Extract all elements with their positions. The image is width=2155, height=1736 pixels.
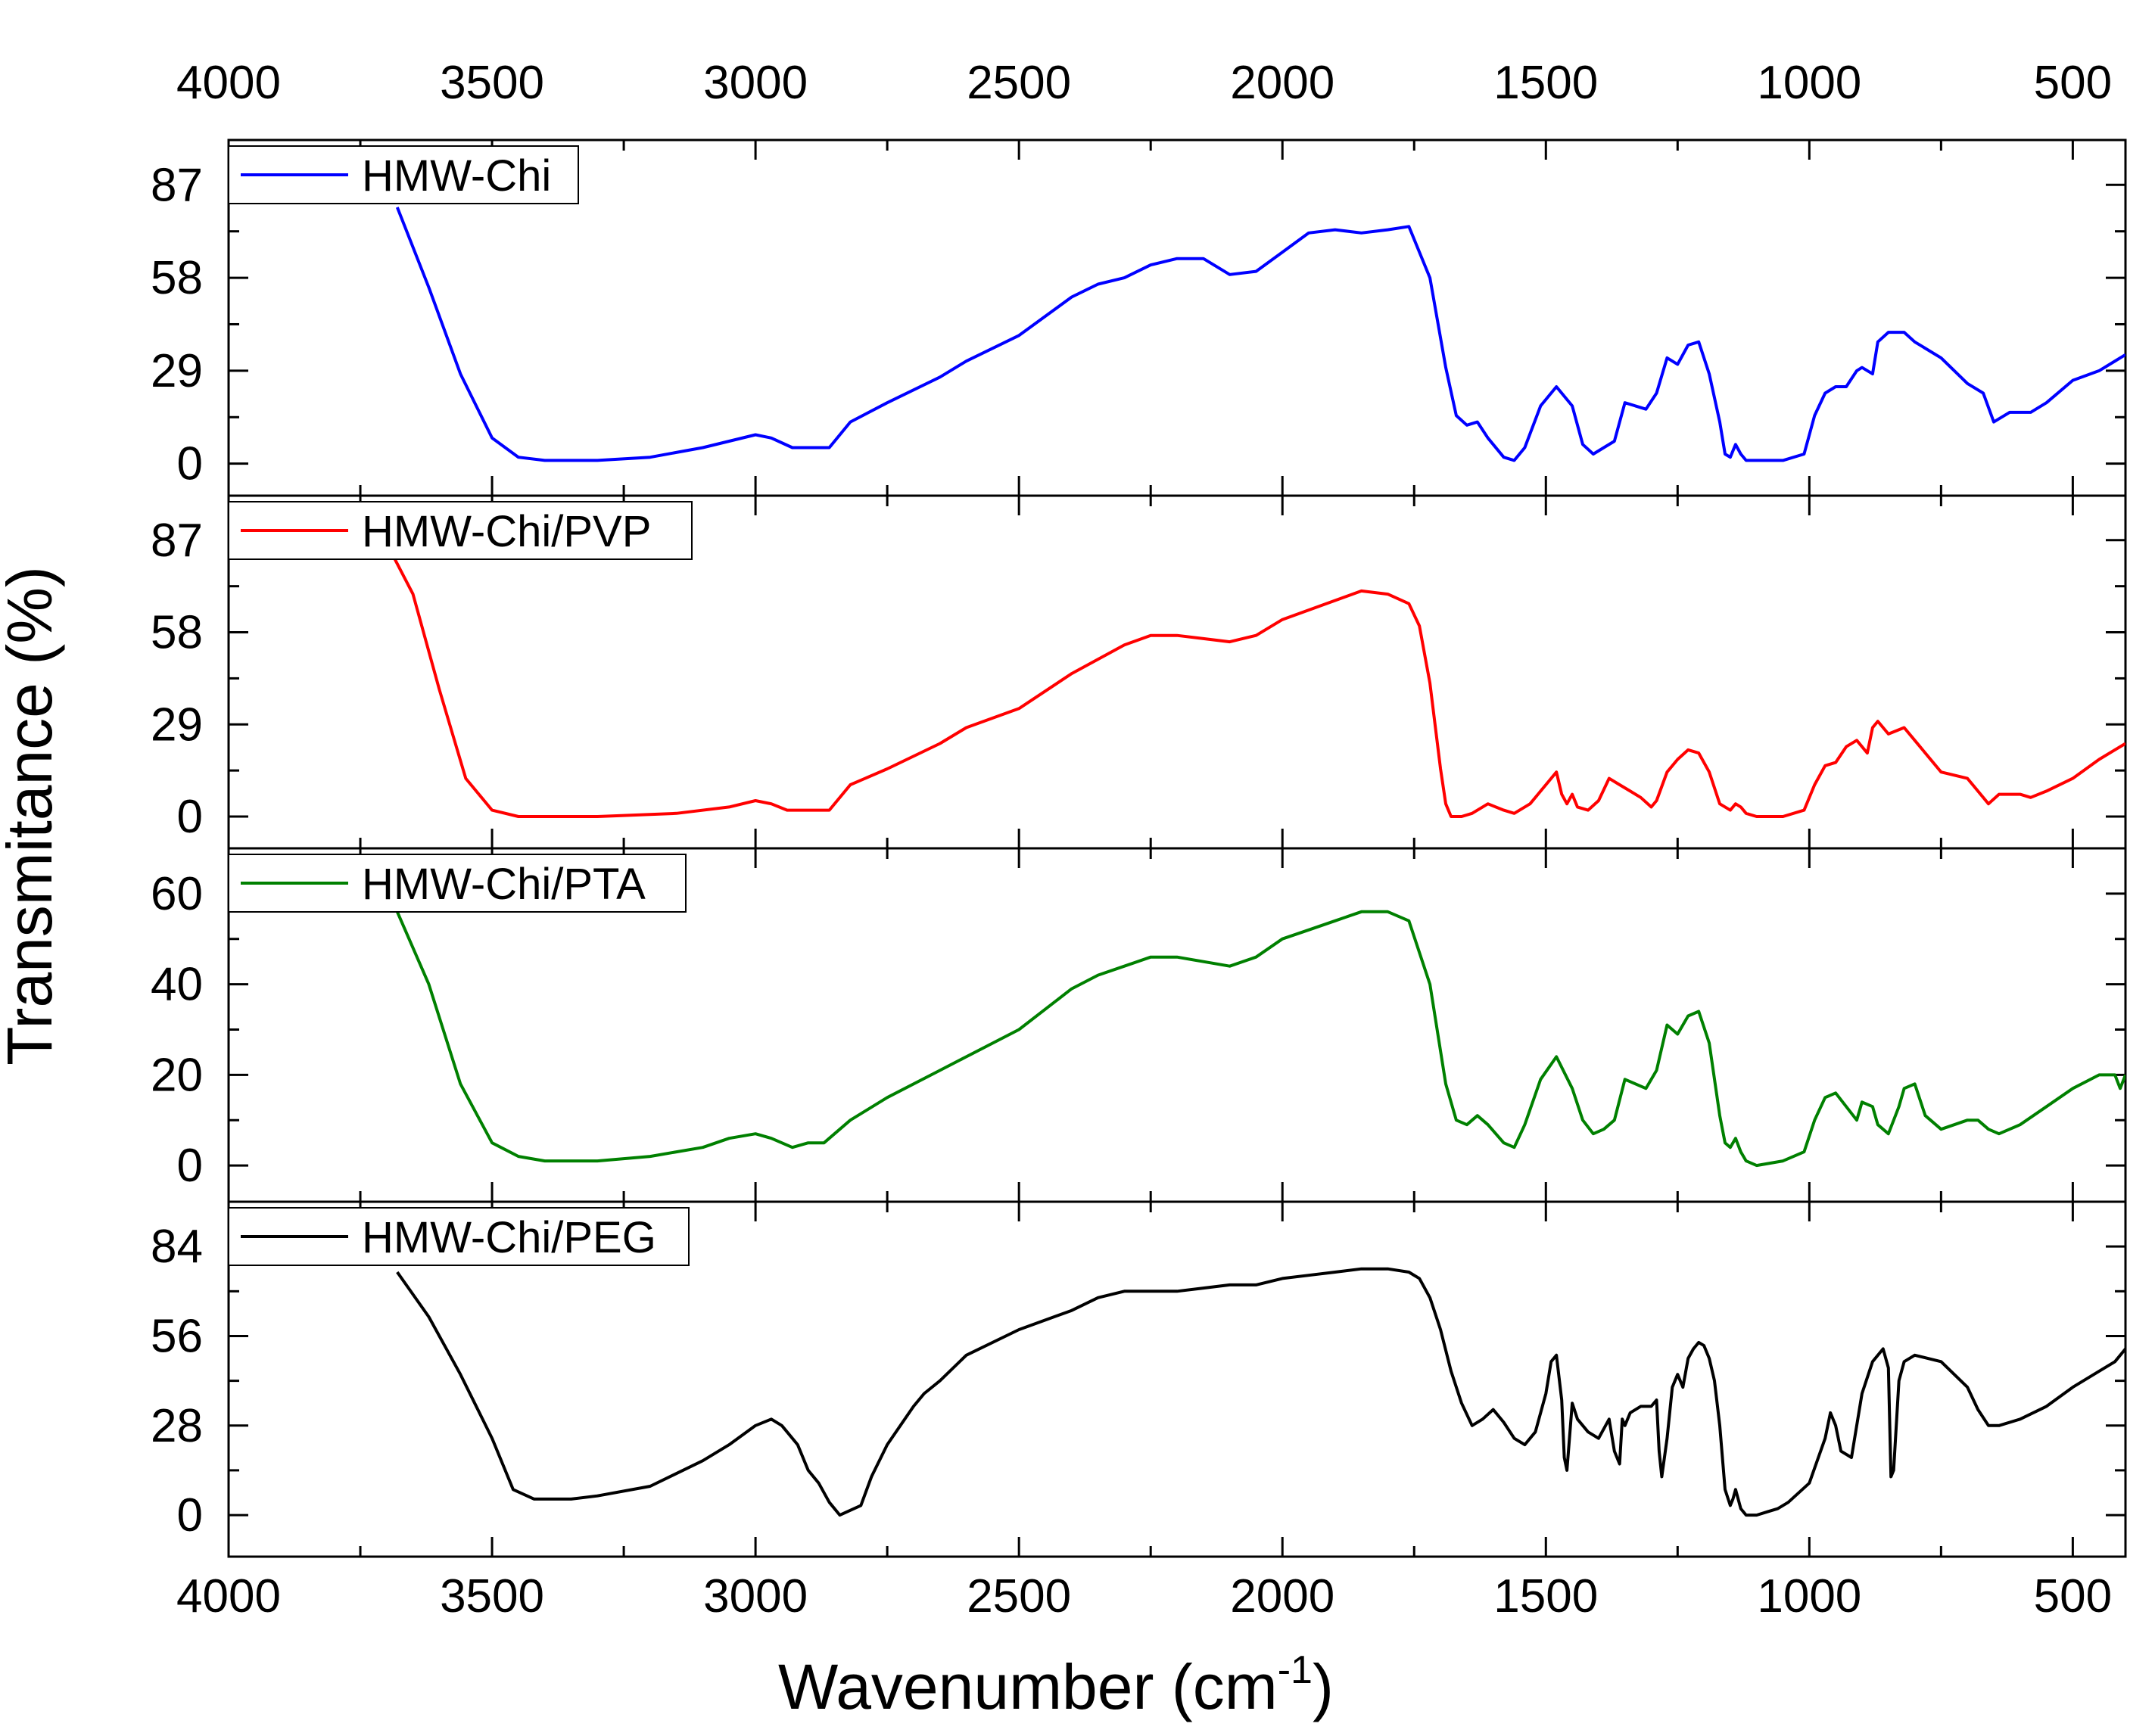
- top-x-tick-label-1000: 1000: [1757, 57, 1861, 109]
- y-tick-label-panel4-56: 56: [151, 1310, 203, 1362]
- panel-frame-4: [227, 1200, 2127, 1558]
- axis-layer: [227, 138, 2127, 1558]
- top-x-tick-label-500: 500: [2034, 57, 2112, 109]
- x-axis-title-sup: -1: [1278, 1648, 1313, 1692]
- top-x-tick-label-3500: 3500: [440, 57, 544, 109]
- y-tick-label-panel1-58: 58: [151, 252, 203, 304]
- top-x-tick-label-2500: 2500: [967, 57, 1071, 109]
- bottom-x-tick-label-1500: 1500: [1493, 1570, 1598, 1622]
- series-line-hmw-chi-peg: [396, 1267, 2125, 1517]
- legend-label-4: HMW-Chi/PEG: [362, 1213, 656, 1262]
- x-axis-title-close: ): [1313, 1651, 1334, 1722]
- series-line-hmw-chi-pvp: [385, 543, 2125, 818]
- y-tick-label-panel1-87: 87: [151, 159, 203, 211]
- bottom-x-tick-label-1000: 1000: [1757, 1570, 1861, 1622]
- bottom-x-tick-label-3500: 3500: [440, 1570, 544, 1622]
- y-tick-label-panel1-0: 0: [177, 438, 203, 490]
- y-tick-label-panel2-58: 58: [151, 607, 203, 659]
- series-line-hmw-chi-pta: [395, 910, 2125, 1168]
- y-tick-label-panel2-29: 29: [151, 698, 203, 751]
- y-tick-label-panel2-87: 87: [151, 515, 203, 567]
- y-tick-label-panel3-40: 40: [151, 959, 203, 1011]
- bottom-x-tick-label-2500: 2500: [967, 1570, 1071, 1622]
- y-tick-label-panel3-20: 20: [151, 1049, 203, 1101]
- x-axis-title: Wavenumber (cm-1): [778, 1648, 1334, 1722]
- y-tick-label-panel3-60: 60: [151, 868, 203, 920]
- legend-label-1: HMW-Chi: [362, 151, 551, 201]
- bottom-x-tick-label-500: 500: [2034, 1570, 2112, 1622]
- y-tick-label-panel3-0: 0: [177, 1140, 203, 1192]
- y-tick-label-panel4-84: 84: [151, 1221, 203, 1273]
- y-axis-title: Transmitance (%): [0, 566, 65, 1066]
- y-tick-label-panel1-29: 29: [151, 345, 203, 397]
- x-axis-title-main: Wavenumber (cm: [778, 1651, 1278, 1722]
- series-line-hmw-chi: [395, 207, 2125, 462]
- bottom-x-tick-label-4000: 4000: [176, 1570, 281, 1622]
- series-layer: [385, 207, 2125, 1517]
- top-x-tick-label-1500: 1500: [1493, 57, 1598, 109]
- top-x-tick-label-3000: 3000: [703, 57, 808, 109]
- top-x-tick-label-2000: 2000: [1230, 57, 1334, 109]
- top-x-tick-label-4000: 4000: [176, 57, 281, 109]
- bottom-x-tick-label-3000: 3000: [703, 1570, 808, 1622]
- y-tick-label-panel4-28: 28: [151, 1400, 203, 1452]
- y-tick-label-panel2-0: 0: [177, 791, 203, 843]
- legend-label-2: HMW-Chi/PVP: [362, 507, 651, 556]
- y-tick-label-panel4-0: 0: [177, 1489, 203, 1542]
- legend-label-3: HMW-Chi/PTA: [362, 860, 646, 909]
- bottom-x-tick-label-2000: 2000: [1230, 1570, 1334, 1622]
